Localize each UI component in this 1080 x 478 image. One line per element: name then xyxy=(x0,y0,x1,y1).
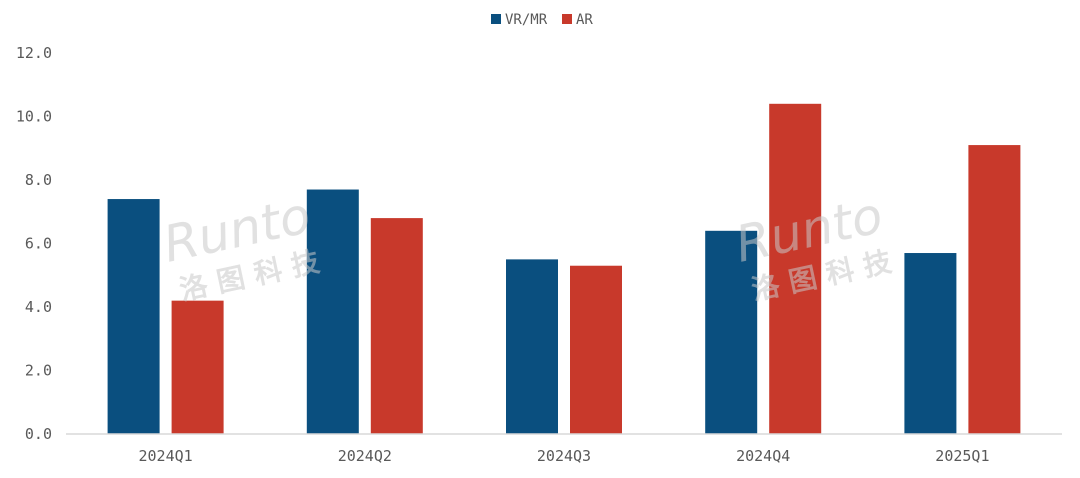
bar-ar-2024q4 xyxy=(769,103,822,435)
legend: VR/MR AR xyxy=(491,12,593,28)
bar-group xyxy=(107,103,1021,435)
legend-swatch-ar xyxy=(562,14,572,24)
legend-swatch-vr-mr xyxy=(491,14,501,24)
bar-ar-2024q3 xyxy=(570,265,622,434)
legend-label: VR/MR xyxy=(505,12,548,28)
x-tick-label: 2024Q1 xyxy=(139,447,193,465)
y-tick-label: 8.0 xyxy=(25,171,52,189)
y-axis: 0.0 2.0 4.0 6.0 8.0 10.0 12.0 xyxy=(16,44,52,443)
bar-ar-2024q2 xyxy=(370,218,423,434)
bar-ar-2025q1 xyxy=(968,145,1021,434)
x-tick-label: 2025Q1 xyxy=(935,447,989,465)
x-tick-label: 2024Q3 xyxy=(537,447,591,465)
y-tick-label: 0.0 xyxy=(25,425,52,443)
y-tick-label: 12.0 xyxy=(16,44,52,62)
bar-vr-mr-2024q1 xyxy=(107,199,160,434)
x-tick-label: 2024Q2 xyxy=(338,447,392,465)
bar-vr-mr-2024q2 xyxy=(306,189,359,434)
y-tick-label: 6.0 xyxy=(25,235,52,253)
legend-label: AR xyxy=(576,12,593,28)
x-tick-label: 2024Q4 xyxy=(736,447,790,465)
y-tick-label: 2.0 xyxy=(25,362,52,380)
bar-ar-2024q1 xyxy=(171,300,224,434)
bar-vr-mr-2024q4 xyxy=(705,230,758,434)
watermark: Runto 洛图科技 Runto 洛图科技 xyxy=(158,186,904,307)
y-tick-label: 10.0 xyxy=(16,108,52,126)
x-axis: 2024Q1 2024Q2 2024Q3 2024Q4 2025Q1 xyxy=(139,447,990,465)
bar-vr-mr-2025q1 xyxy=(904,253,957,434)
y-tick-label: 4.0 xyxy=(25,298,52,316)
bar-vr-mr-2024q3 xyxy=(506,259,558,434)
